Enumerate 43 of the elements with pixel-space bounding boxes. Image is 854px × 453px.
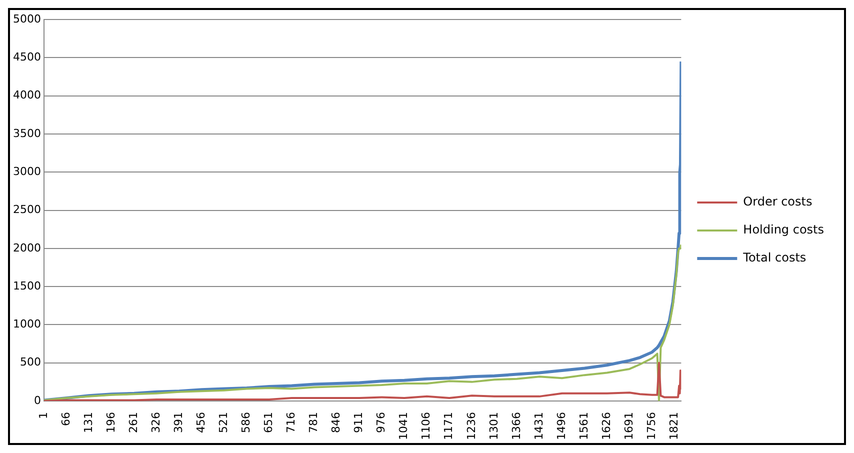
x-tick-label: 1106 <box>420 412 433 440</box>
x-tick-label: 976 <box>374 412 388 434</box>
y-tick-label: 1000 <box>12 318 41 331</box>
x-tick-label: 1561 <box>577 412 590 440</box>
y-tick-label: 3500 <box>12 126 41 140</box>
y-tick-label: 2500 <box>12 203 41 216</box>
x-tick-label: 781 <box>307 412 320 434</box>
y-tick-label: 4000 <box>12 88 41 102</box>
x-tick-label: 521 <box>217 412 230 434</box>
x-tick-label: 586 <box>240 412 253 434</box>
x-tick-label: 1821 <box>667 412 680 440</box>
y-tick-label: 1500 <box>12 279 41 292</box>
x-tick-label: 391 <box>172 412 185 434</box>
x-tick-label: 196 <box>104 412 118 434</box>
x-tick-label: 1756 <box>644 412 658 440</box>
x-tick-label: 1236 <box>464 412 478 440</box>
y-tick-label: 5000 <box>12 12 41 26</box>
y-tick-label: 500 <box>20 356 41 369</box>
x-tick-label: 1041 <box>397 412 410 440</box>
x-tick-label: 1171 <box>442 412 456 440</box>
x-tick-label: 1431 <box>532 412 546 440</box>
x-tick-label: 66 <box>59 412 72 426</box>
y-tick-label: 4500 <box>12 50 41 64</box>
x-tick-label: 1301 <box>487 412 500 440</box>
x-tick-label: 911 <box>352 412 366 434</box>
legend-label: Holding costs <box>743 222 824 237</box>
x-tick-label: 1626 <box>600 412 613 440</box>
y-tick-label: 3000 <box>12 165 41 178</box>
legend-label: Total costs <box>742 250 806 265</box>
x-tick-label: 846 <box>330 412 343 434</box>
x-tick-label: 1 <box>36 412 50 420</box>
x-tick-label: 456 <box>194 412 208 434</box>
x-tick-label: 716 <box>284 412 298 434</box>
y-tick-label: 0 <box>34 394 41 407</box>
x-tick-label: 326 <box>149 412 162 434</box>
x-tick-label: 131 <box>82 412 95 434</box>
y-tick-label: 2000 <box>12 241 41 254</box>
x-tick-label: 651 <box>262 412 276 434</box>
x-tick-label: 261 <box>126 412 140 434</box>
legend-label: Order costs <box>743 194 812 209</box>
x-tick-label: 1691 <box>622 412 636 440</box>
x-tick-label: 1496 <box>554 412 568 440</box>
x-tick-label: 1366 <box>510 412 523 440</box>
